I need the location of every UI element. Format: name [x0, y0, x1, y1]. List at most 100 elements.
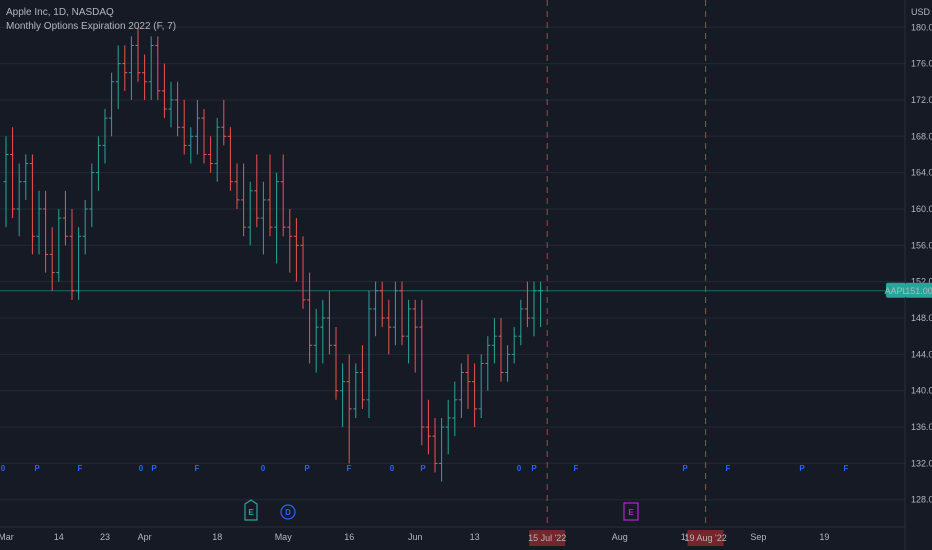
event-badge: D [280, 504, 296, 520]
event-badge-label: E [628, 508, 634, 517]
ohlc-bar [260, 181, 266, 255]
price-tick-label: 144.00 [911, 349, 932, 359]
expiry-marker: 0 [139, 464, 144, 473]
ohlc-bar [23, 154, 29, 200]
ohlc-bar [531, 281, 537, 337]
ohlc-bar [518, 299, 524, 346]
ohlc-bar [465, 354, 471, 409]
time-tick-label: Mar [0, 532, 14, 542]
ohlc-bar [201, 109, 207, 164]
ohlc-bar [359, 345, 365, 409]
ohlc-bar [346, 354, 352, 464]
price-tick-label: 156.00 [911, 240, 932, 250]
indicator-title[interactable]: Monthly Options Expiration 2022 (F, 7) [6, 21, 177, 32]
time-tick-label: 16 [344, 532, 354, 542]
price-tick-label: 132.00 [911, 458, 932, 468]
ohlc-bar [214, 118, 220, 182]
time-tick-label: 23 [100, 532, 110, 542]
ohlc-bar [135, 27, 141, 82]
ohlc-bar [373, 281, 379, 337]
expiry-marker: P [531, 464, 537, 473]
ohlc-bar [340, 363, 346, 428]
ohlc-bar [386, 299, 392, 355]
event-badge: E [623, 502, 639, 521]
event-badge-shape [280, 504, 296, 520]
ohlc-bar [366, 290, 372, 418]
event-badge-label: D [285, 508, 291, 517]
time-tick-label: 19 [819, 532, 829, 542]
ohlc-bar [221, 99, 227, 146]
time-tick-label: 15 [681, 532, 691, 542]
price-tick-label: 176.00 [911, 59, 932, 69]
ohlc-bar [168, 81, 174, 128]
time-tick-label: May [275, 532, 293, 542]
ohlc-bar [161, 63, 167, 119]
ohlc-bar [188, 127, 194, 164]
ohlc-bar [49, 227, 55, 291]
price-tick-label: 180.00 [911, 22, 932, 32]
ohlc-bar [10, 127, 16, 219]
date-badge [529, 530, 566, 546]
expiry-marker: P [682, 464, 688, 473]
ohlc-bar [399, 281, 405, 346]
ohlc-bar [485, 336, 491, 391]
expiry-marker: F [347, 464, 352, 473]
expiry-marker: F [78, 464, 83, 473]
ohlc-bar [267, 154, 273, 237]
expiry-marker: F [195, 464, 200, 473]
time-tick-label: Jun [408, 532, 423, 542]
symbol-tag-label: AAPL [884, 286, 907, 296]
ohlc-bar [425, 399, 431, 455]
ohlc-bar [43, 190, 49, 273]
ohlc-bar [458, 363, 464, 418]
ohlc-bar [142, 54, 148, 100]
price-tick-label: 136.00 [911, 422, 932, 432]
expiry-marker: 0 [517, 464, 522, 473]
ohlc-bar [524, 281, 530, 328]
price-tick-label: 148.00 [911, 313, 932, 323]
ohlc-bar [353, 363, 359, 418]
chart-grid [0, 26, 905, 501]
ohlc-bar [412, 299, 418, 373]
ohlc-bar [313, 308, 319, 373]
price-tick-label: 140.00 [911, 386, 932, 396]
date-badge [687, 530, 724, 546]
ohlc-bar [76, 227, 82, 300]
ohlc-bar [491, 318, 497, 364]
time-axis[interactable]: Mar1423Apr18May16Jun13JulAug15Sep1915 Ju… [0, 530, 829, 546]
expiry-marker: P [151, 464, 157, 473]
expiry-marker: F [726, 464, 731, 473]
ohlc-bar [445, 399, 451, 455]
ohlc-bar [95, 136, 101, 191]
ohlc-bar [69, 208, 75, 300]
event-badge: E [244, 499, 258, 521]
ohlc-bar [3, 136, 9, 228]
ohlc-bar [115, 45, 121, 110]
expiry-marker: F [574, 464, 579, 473]
ohlc-bar [36, 190, 42, 255]
price-tag [906, 282, 932, 298]
ohlc-bar [333, 327, 339, 400]
ohlc-bar [280, 154, 286, 237]
ohlc-bar [439, 417, 445, 482]
ohlc-bar [478, 354, 484, 418]
event-badge-label: E [248, 508, 254, 517]
ohlc-bar [175, 81, 181, 137]
ohlc-bar [16, 163, 22, 237]
expiry-marker: F [844, 464, 849, 473]
ohlc-bar [82, 199, 88, 255]
ohlc-bar [181, 99, 187, 155]
symbol-title[interactable]: Apple Inc, 1D, NASDAQ [6, 7, 114, 18]
ohlc-bar [241, 163, 247, 237]
price-axis[interactable]: 128.00 132.00 136.00 140.00 144.00 148.00 152.… [911, 7, 932, 505]
time-tick-label: Sep [750, 532, 766, 542]
price-tick-label: 172.00 [911, 95, 932, 105]
chart-legend: Apple Inc, 1D, NASDAQ Monthly Options Ex… [6, 6, 176, 34]
ohlc-bar [109, 72, 115, 137]
ohlc-bar [155, 36, 161, 100]
price-tag-label: 151.00 [905, 286, 932, 296]
